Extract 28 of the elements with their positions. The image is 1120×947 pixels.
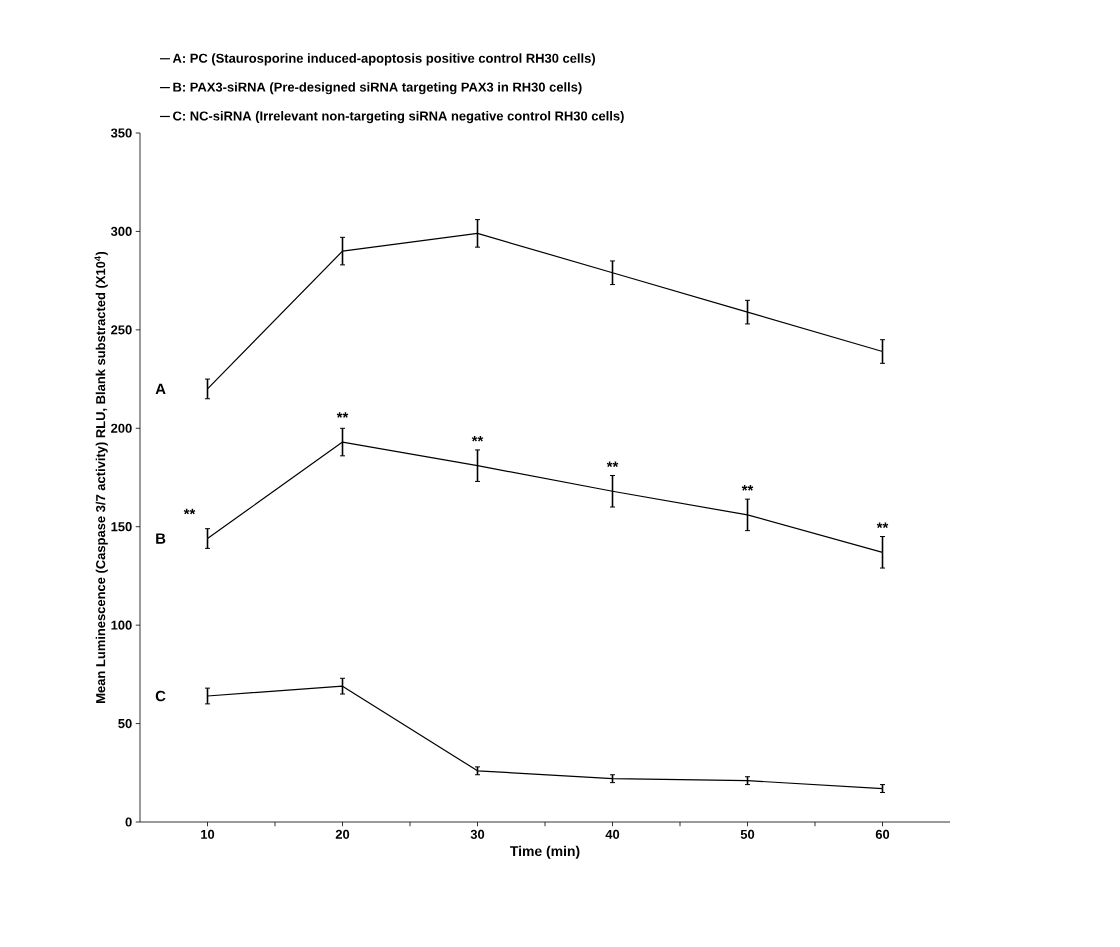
x-axis-title: Time (min) [510, 845, 580, 859]
y-tick-label: 0 [125, 817, 132, 827]
x-tick-label: 50 [740, 829, 755, 839]
y-tick-label: 250 [111, 325, 132, 335]
y-axis-title: Mean Luminescence (Caspase 3/7 activity) RLU, Blank substracted (X10$^{4}$) [94, 251, 108, 703]
y-tick-label: 200 [111, 423, 132, 433]
annotation: ** [876, 522, 889, 529]
annotation: C [155, 690, 166, 702]
annotation: ** [606, 461, 619, 468]
y-tick-label: 350 [110, 128, 132, 138]
x-tick-label: 40 [605, 829, 620, 839]
legend-label: C: NC-siRNA (Irrelevant non-targeting siRNA negative control RH30 cells) [173, 111, 624, 124]
y-tick-label: 100 [111, 620, 132, 630]
annotation: ** [741, 485, 754, 491]
legend-label: B: PAX3-siRNA (Pre-designed siRNA targeting PAX3 in RH30 cells) [173, 82, 582, 95]
y-tick-label: 300 [110, 226, 132, 237]
x-tick-label: 30 [470, 829, 485, 839]
x-tick-label: 60 [875, 829, 890, 839]
annotation: ** [183, 508, 196, 515]
x-tick-label: 20 [335, 829, 350, 839]
annotation: ** [336, 412, 349, 418]
annotation: B [156, 533, 166, 544]
annotation: ** [471, 435, 484, 442]
y-tick-label: 50 [118, 718, 132, 729]
y-tick-label: 150 [111, 522, 132, 532]
annotation: A [155, 383, 166, 395]
legend-label: A: PC (Staurosporine induced-apoptosis positive control RH30 cells) [172, 53, 595, 66]
x-tick-label: 10 [201, 829, 215, 839]
